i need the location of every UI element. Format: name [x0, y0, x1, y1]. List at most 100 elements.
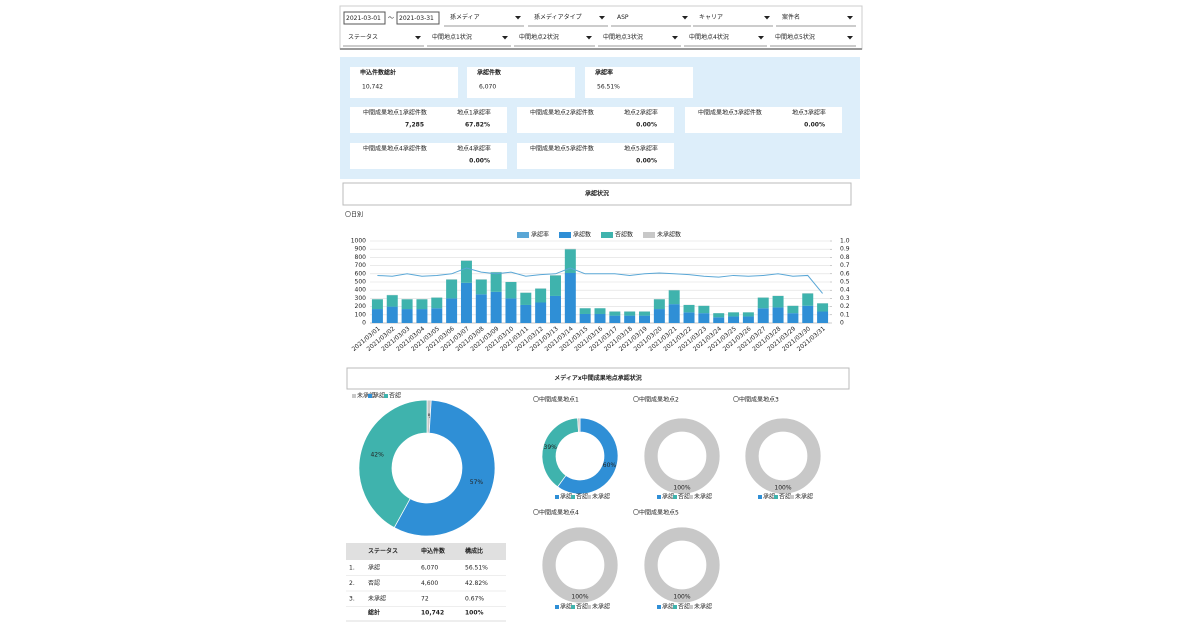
legend-label: 承認 — [662, 603, 674, 611]
legend-swatch — [758, 495, 762, 499]
donut-slice — [393, 399, 496, 537]
dropdown-arrow — [599, 16, 605, 20]
y2-tick-label: 0.6 — [840, 270, 850, 277]
donut-slice — [358, 399, 428, 529]
dropdown[interactable] — [514, 30, 595, 45]
donut-slice — [557, 417, 619, 495]
dropdown[interactable] — [343, 30, 424, 45]
dropdown-arrow — [515, 16, 521, 20]
donut-title: 〇中間成果地点4 — [533, 509, 579, 517]
kpi-value: 6,070 — [479, 84, 496, 91]
table-cell: 4,600 — [421, 580, 438, 587]
bar-segment — [401, 299, 413, 310]
dropdown-arrow — [764, 16, 770, 20]
dropdown[interactable] — [598, 30, 681, 45]
bar-segment — [802, 293, 814, 306]
kpi-value: 67.82% — [465, 122, 490, 129]
bar-segment — [505, 282, 517, 299]
y2-tick-label: 0.8 — [840, 254, 850, 261]
legend-label: 承認 — [662, 493, 674, 501]
bar-segment — [757, 308, 769, 323]
y2-tick-label: 1.0 — [840, 238, 850, 245]
y2-tick-label: 0.2 — [840, 303, 850, 310]
bar-segment — [817, 303, 829, 312]
table-header: 構成比 — [465, 547, 483, 555]
bar-segment — [787, 313, 799, 323]
legend-label: 承認数 — [573, 231, 591, 239]
bar-segment — [772, 307, 784, 323]
dropdown-arrow — [586, 36, 592, 40]
kpi-label: 地点2承認率 — [624, 109, 658, 117]
bar-segment — [639, 315, 651, 323]
table-cell: 72 — [421, 596, 429, 603]
kpi-value: 56.51% — [597, 84, 620, 91]
bar-segment — [371, 309, 383, 323]
bar-segment — [713, 317, 725, 323]
table-cell: 0.67% — [465, 596, 484, 603]
date-input[interactable] — [396, 11, 440, 25]
kpi-card — [685, 107, 842, 133]
bar-segment — [431, 308, 443, 323]
dropdown[interactable] — [427, 30, 511, 45]
bar-segment — [728, 312, 740, 317]
y-tick-label: 600 — [355, 270, 367, 277]
dropdown[interactable] — [444, 10, 524, 25]
table-total: 100% — [465, 610, 484, 617]
bar-segment — [564, 272, 576, 323]
bar-segment — [535, 288, 547, 303]
bar-segment — [475, 294, 487, 323]
donut-label: 60% — [603, 462, 617, 469]
kpi-card — [350, 67, 458, 98]
y2-tick-label: 0.5 — [840, 279, 850, 286]
legend-label: 未承認 — [694, 603, 712, 611]
table-cell: 否認 — [368, 579, 380, 587]
date-input[interactable] — [343, 11, 386, 25]
legend-swatch — [657, 495, 661, 499]
y-tick-label: 200 — [355, 303, 367, 310]
dropdown[interactable] — [693, 10, 773, 25]
dropdown-label: 中間地点5状況 — [775, 33, 815, 41]
bar-segment — [698, 305, 710, 314]
dropdown-label: 孫メディアタイプ — [534, 13, 582, 21]
dropdown[interactable] — [776, 10, 856, 25]
table-header: 申込件数 — [421, 547, 446, 555]
kpi-card — [467, 67, 575, 98]
kpi-label: 申込件数総計 — [360, 69, 396, 77]
kpi-label: 中間成果地点2承認件数 — [530, 109, 594, 117]
bar-segment — [431, 297, 443, 309]
dropdown[interactable] — [684, 30, 767, 45]
legend-label: 否認 — [576, 603, 588, 611]
kpi-label: 地点5承認率 — [624, 145, 658, 153]
dropdown-label: 孫メディア — [450, 13, 480, 21]
legend-label: 承認 — [560, 493, 572, 501]
bar-segment — [460, 260, 472, 283]
bar-segment — [446, 279, 458, 299]
date-from: 2021-03-01 — [346, 15, 381, 22]
dropdown-arrow — [672, 36, 678, 40]
kpi-label: 承認件数 — [477, 69, 502, 77]
legend-swatch — [571, 605, 575, 609]
dropdown[interactable] — [770, 30, 856, 45]
donut-slice — [541, 417, 579, 488]
donut-slice — [643, 526, 721, 604]
donut-label: 1% — [424, 413, 434, 420]
bar-segment — [564, 249, 576, 273]
bar-segment — [505, 298, 517, 323]
bar-segment — [594, 313, 606, 323]
dropdown-arrow — [847, 36, 853, 40]
donut-slice — [577, 417, 581, 433]
y-tick-label: 1000 — [351, 238, 366, 245]
kpi-value: 0.00% — [804, 122, 825, 129]
legend-swatch — [555, 605, 559, 609]
donut-label: 100% — [571, 594, 588, 601]
legend-label: 承認 — [560, 603, 572, 611]
dropdown[interactable] — [611, 10, 691, 25]
legend-swatch — [643, 232, 655, 238]
legend-swatch — [352, 394, 356, 398]
table-cell: 6,070 — [421, 565, 438, 572]
bar-segment — [698, 313, 710, 323]
legend-swatch — [689, 495, 693, 499]
y2-tick-label: 0 — [840, 320, 844, 327]
table-cell: 承認 — [368, 564, 380, 572]
dropdown[interactable] — [528, 10, 608, 25]
